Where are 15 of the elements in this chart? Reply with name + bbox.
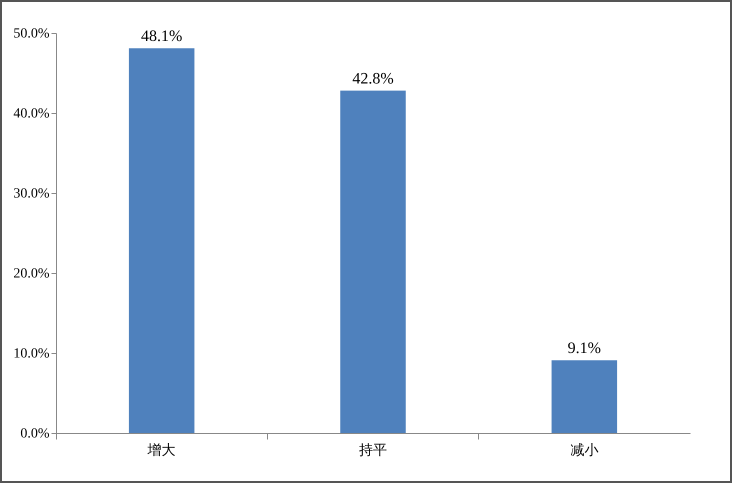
y-tick-label: 0.0%	[20, 426, 50, 442]
x-tick-label: 减小	[570, 442, 598, 458]
data-label: 48.1%	[141, 28, 182, 46]
bar	[552, 360, 618, 433]
bar	[128, 48, 194, 433]
data-label: 42.8%	[352, 70, 394, 88]
x-tick-label: 持平	[359, 442, 387, 458]
y-tick-label: 50.0%	[13, 26, 50, 42]
bar	[340, 90, 406, 433]
y-tick-label: 10.0%	[13, 346, 50, 362]
y-tick-label: 40.0%	[13, 106, 50, 122]
y-tick-label: 30.0%	[13, 186, 50, 202]
data-label: 9.1%	[568, 340, 601, 358]
y-tick-label: 20.0%	[13, 266, 50, 282]
x-tick-label: 增大	[146, 442, 176, 458]
